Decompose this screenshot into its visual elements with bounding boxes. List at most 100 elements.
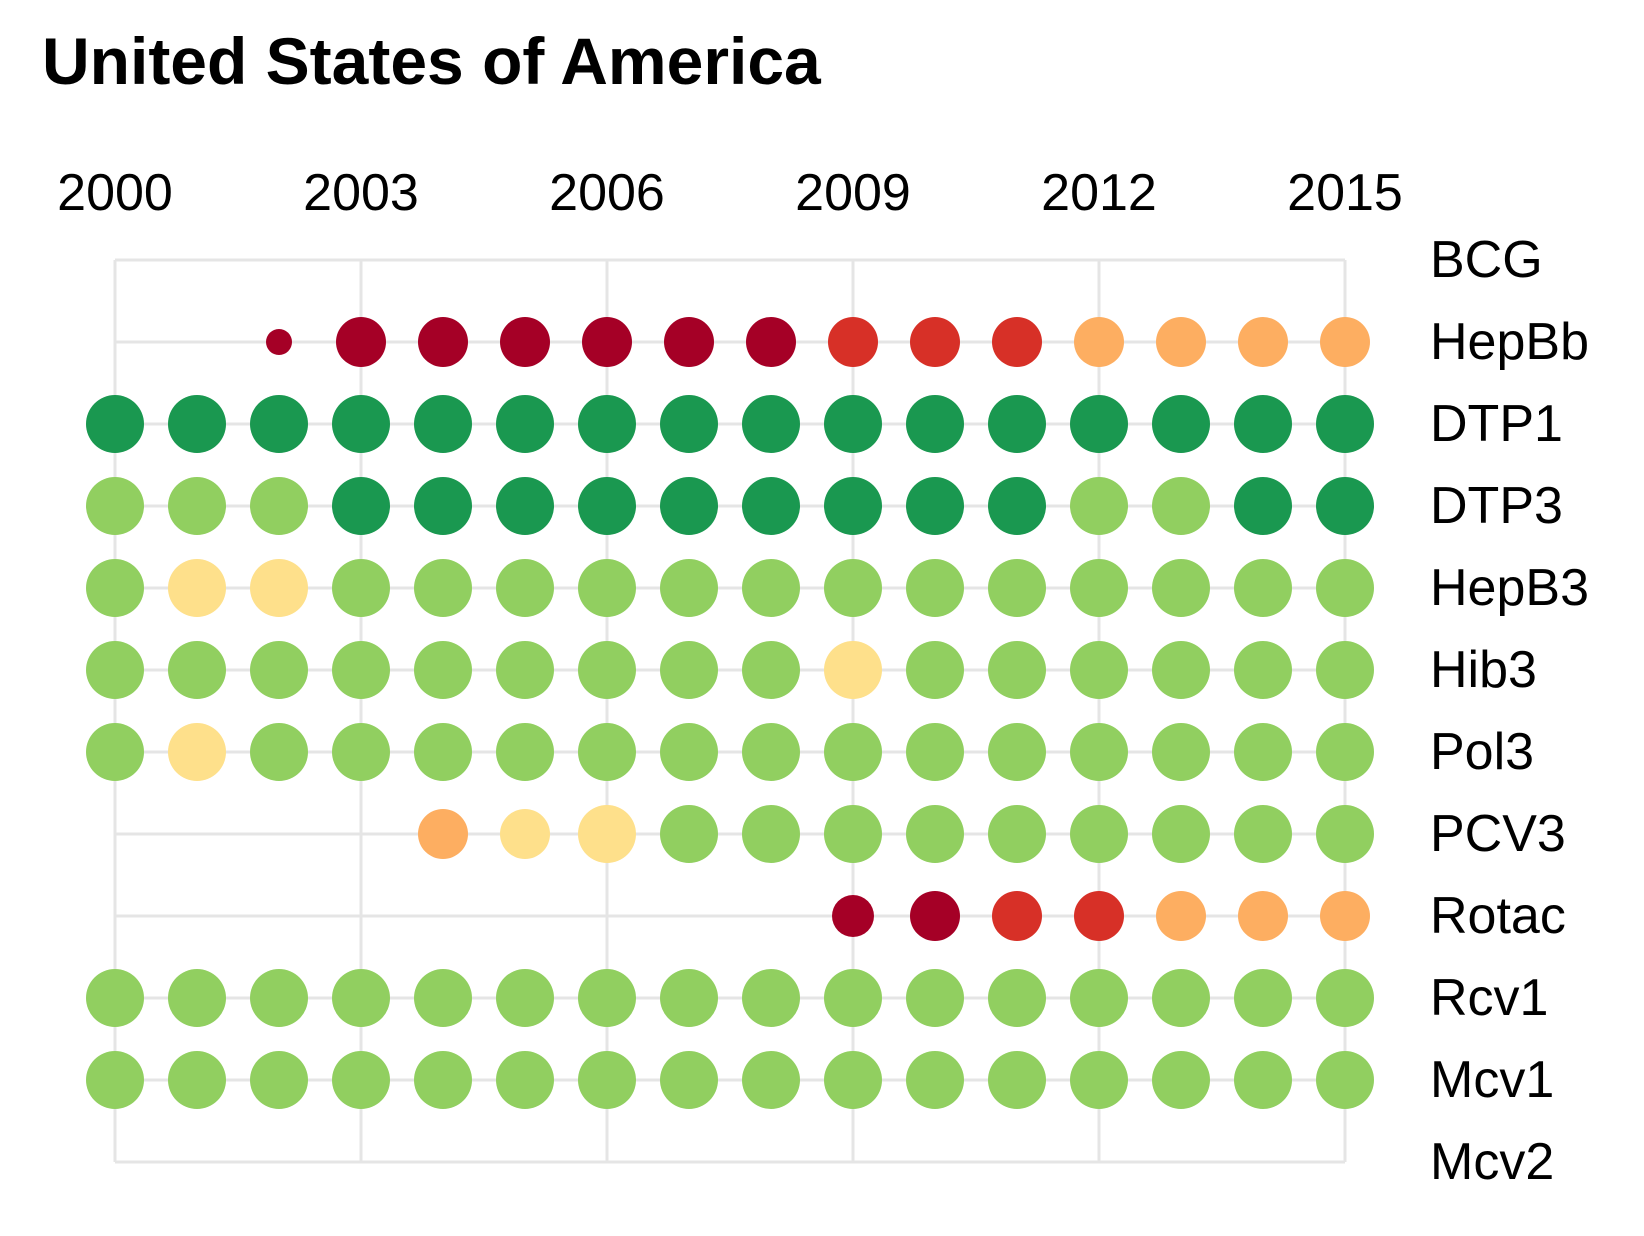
point-rcv1-2013: [1152, 969, 1210, 1027]
y-category-label-dtp3: DTP3: [1430, 477, 1563, 535]
y-category-label-hepbb: HepBb: [1430, 313, 1589, 371]
y-category-label-bcg: BCG: [1430, 231, 1543, 289]
x-axis-tick-labels: 2000 2003 2006 2009 2012 2015: [57, 164, 1403, 222]
point-hepb3-2012: [1070, 559, 1128, 617]
point-rotac-2010: [910, 891, 960, 941]
point-hepbb-2007: [664, 317, 714, 367]
point-dtp3-2011: [988, 477, 1046, 535]
point-dtp1-2009: [824, 395, 882, 453]
point-dtp3-2006: [578, 477, 636, 535]
point-hepbb-2013: [1156, 317, 1206, 367]
point-pol3-2013: [1152, 723, 1210, 781]
point-rcv1-2004: [414, 969, 472, 1027]
point-dtp1-2006: [578, 395, 636, 453]
point-rotac-2015: [1320, 891, 1370, 941]
point-hepb3-2003: [332, 559, 390, 617]
y-category-label-mcv1: Mcv1: [1430, 1051, 1554, 1109]
point-pol3-2003: [332, 723, 390, 781]
point-dtp3-2000: [86, 477, 144, 535]
point-dtp3-2007: [660, 477, 718, 535]
y-category-label-hib3: Hib3: [1430, 641, 1537, 699]
point-pol3-2002: [250, 723, 308, 781]
point-dtp1-2010: [906, 395, 964, 453]
point-rcv1-2010: [906, 969, 964, 1027]
point-dtp3-2013: [1152, 477, 1210, 535]
point-hepbb-2009: [828, 317, 878, 367]
point-hepb3-2001: [168, 559, 226, 617]
point-pcv3-2006: [578, 805, 636, 863]
point-dtp3-2009: [824, 477, 882, 535]
point-dtp3-2001: [168, 477, 226, 535]
point-dtp3-2002: [250, 477, 308, 535]
point-dtp3-2008: [742, 477, 800, 535]
point-rotac-2013: [1156, 891, 1206, 941]
point-dtp1-2014: [1234, 395, 1292, 453]
point-mcv1-2015: [1316, 1051, 1374, 1109]
point-hib3-2001: [168, 641, 226, 699]
point-dtp3-2014: [1234, 477, 1292, 535]
grid-lines: [113, 258, 1347, 1164]
point-rcv1-2006: [578, 969, 636, 1027]
point-hib3-2009: [824, 641, 882, 699]
point-hepbb-2008: [746, 317, 796, 367]
x-tick-label-2000: 2000: [57, 164, 173, 222]
point-dtp1-2008: [742, 395, 800, 453]
point-hib3-2003: [332, 641, 390, 699]
point-dtp1-2002: [250, 395, 308, 453]
point-mcv1-2002: [250, 1051, 308, 1109]
point-rcv1-2012: [1070, 969, 1128, 1027]
point-rcv1-2008: [742, 969, 800, 1027]
point-rotac-2014: [1238, 891, 1288, 941]
point-dtp3-2010: [906, 477, 964, 535]
point-pcv3-2015: [1316, 805, 1374, 863]
y-category-label-mcv2: Mcv2: [1430, 1133, 1554, 1191]
point-hib3-2011: [988, 641, 1046, 699]
point-pol3-2001: [168, 723, 226, 781]
point-pol3-2012: [1070, 723, 1128, 781]
point-hib3-2005: [496, 641, 554, 699]
point-rcv1-2009: [824, 969, 882, 1027]
point-rotac-2011: [992, 891, 1042, 941]
point-dtp1-2000: [86, 395, 144, 453]
point-hepb3-2004: [414, 559, 472, 617]
point-dtp3-2015: [1316, 477, 1374, 535]
point-pol3-2010: [906, 723, 964, 781]
point-hepb3-2006: [578, 559, 636, 617]
point-pcv3-2012: [1070, 805, 1128, 863]
point-hepbb-2014: [1238, 317, 1288, 367]
point-dtp1-2012: [1070, 395, 1128, 453]
point-pol3-2015: [1316, 723, 1374, 781]
point-hepb3-2010: [906, 559, 964, 617]
point-pcv3-2011: [988, 805, 1046, 863]
point-hib3-2007: [660, 641, 718, 699]
point-dtp1-2005: [496, 395, 554, 453]
point-dtp1-2003: [332, 395, 390, 453]
x-tick-label-2006: 2006: [549, 164, 665, 222]
point-pol3-2004: [414, 723, 472, 781]
chart-title: United States of America: [42, 24, 821, 98]
point-dtp3-2005: [496, 477, 554, 535]
point-dtp1-2001: [168, 395, 226, 453]
point-rcv1-2011: [988, 969, 1046, 1027]
point-dtp1-2007: [660, 395, 718, 453]
point-mcv1-2000: [86, 1051, 144, 1109]
point-pol3-2011: [988, 723, 1046, 781]
point-rotac-2012: [1074, 891, 1124, 941]
point-hepb3-2011: [988, 559, 1046, 617]
point-pol3-2005: [496, 723, 554, 781]
point-mcv1-2014: [1234, 1051, 1292, 1109]
y-axis-category-labels: BCG HepBb DTP1 DTP3 HepB3 Hib3 Pol3 PCV3 Rotac Rc…: [1430, 231, 1589, 1191]
point-hepb3-2013: [1152, 559, 1210, 617]
point-hepb3-2015: [1316, 559, 1374, 617]
point-rcv1-2007: [660, 969, 718, 1027]
point-pol3-2014: [1234, 723, 1292, 781]
point-hib3-2006: [578, 641, 636, 699]
point-pol3-2000: [86, 723, 144, 781]
point-hepb3-2007: [660, 559, 718, 617]
point-mcv1-2009: [824, 1051, 882, 1109]
x-tick-label-2012: 2012: [1041, 164, 1157, 222]
point-dtp3-2012: [1070, 477, 1128, 535]
point-dtp1-2013: [1152, 395, 1210, 453]
point-hepb3-2008: [742, 559, 800, 617]
